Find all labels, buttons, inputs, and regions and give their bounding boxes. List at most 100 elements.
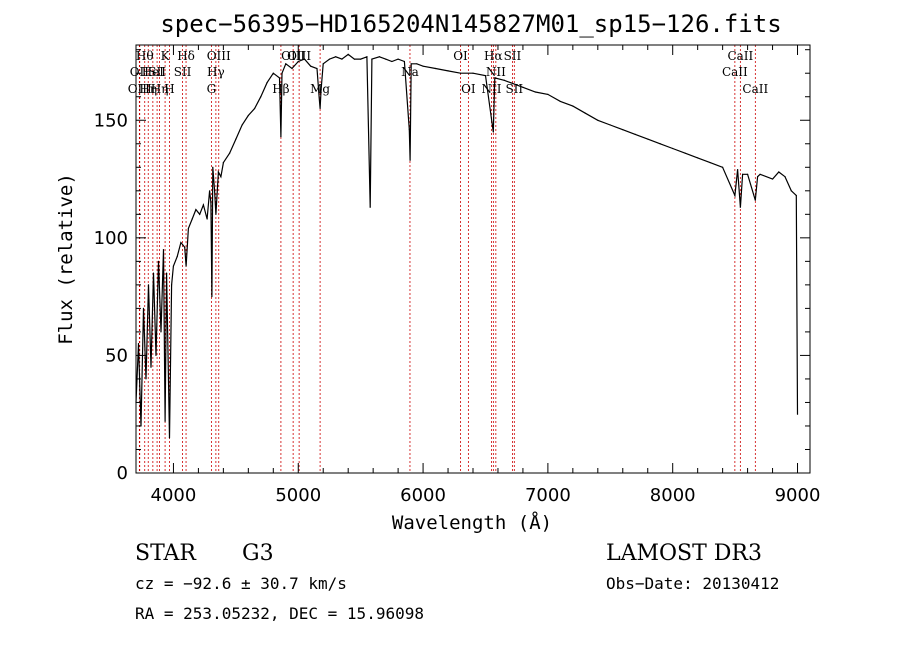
survey-name: LAMOST DR3 bbox=[606, 541, 762, 566]
spectral-line-markers bbox=[138, 45, 756, 473]
spectrum-point bbox=[722, 166, 724, 168]
x-tick-label: 8000 bbox=[650, 485, 696, 506]
spectrum-point bbox=[709, 161, 711, 164]
spectrum-point bbox=[253, 107, 256, 110]
spectrum-point bbox=[202, 204, 204, 206]
spectral-line-label: SII bbox=[174, 65, 192, 79]
y-tick-label: 0 bbox=[117, 463, 128, 484]
spectrum-point bbox=[391, 60, 393, 63]
spectrum-point bbox=[195, 209, 197, 211]
spectrum-point bbox=[492, 131, 494, 133]
spectrum-point bbox=[285, 63, 287, 65]
spectrum-point bbox=[734, 194, 736, 197]
spectrum-point bbox=[210, 201, 212, 204]
spectrum-point bbox=[310, 65, 312, 67]
spectrum-point bbox=[659, 143, 661, 145]
spectrum-point bbox=[211, 296, 213, 298]
spectrum-point bbox=[160, 331, 162, 333]
spectrum-point bbox=[212, 166, 214, 168]
spectrum-point bbox=[754, 199, 756, 201]
spectrum-point bbox=[522, 86, 524, 88]
spectrum-point bbox=[371, 58, 373, 60]
spectral-line-label: NII bbox=[486, 65, 506, 79]
spectrum-point bbox=[746, 173, 749, 175]
spectrum-point bbox=[260, 96, 262, 98]
spectrum-point bbox=[320, 89, 322, 91]
spectrum-point bbox=[771, 178, 774, 180]
y-axis-label: Flux (relative) bbox=[55, 173, 77, 345]
spectrum-point bbox=[409, 159, 411, 161]
spectrum-point bbox=[447, 70, 449, 72]
spectrum-point bbox=[647, 138, 649, 140]
spectral-line-label: Hγ bbox=[207, 65, 225, 79]
spectrum-point bbox=[366, 56, 368, 58]
spectrum-point bbox=[184, 246, 186, 248]
spectrum-point bbox=[215, 213, 217, 215]
spectrum-point bbox=[572, 105, 574, 107]
spectrum-point bbox=[291, 67, 293, 70]
spectrum-point bbox=[235, 138, 237, 140]
spectrum-line bbox=[135, 53, 799, 438]
redshift-text: cz = −92.6 ± 30.7 km/s bbox=[135, 574, 347, 593]
spectrum-point bbox=[155, 354, 157, 357]
spectrum-point bbox=[790, 190, 792, 192]
spectrum-point bbox=[209, 190, 211, 192]
spectrum-point bbox=[385, 58, 387, 60]
spectral-line-label: CaII bbox=[722, 65, 748, 79]
spectrum-point bbox=[278, 77, 281, 79]
spectrum-point bbox=[281, 72, 283, 74]
spectral-line-label: HeI bbox=[142, 65, 165, 79]
spectrum-point bbox=[378, 56, 380, 58]
spectrum-point bbox=[214, 190, 216, 192]
spectral-line-label: CaII bbox=[742, 82, 768, 96]
spectrum-point bbox=[403, 60, 405, 63]
spectrum-point bbox=[347, 53, 349, 56]
x-tick-label: 5000 bbox=[275, 485, 321, 506]
spectral-line-label: K bbox=[161, 49, 171, 63]
spectrum-point bbox=[176, 256, 178, 258]
spectrum-point bbox=[534, 91, 537, 93]
spectrum-point bbox=[217, 171, 219, 173]
spectrum-point bbox=[609, 124, 611, 126]
spectrum-point bbox=[547, 93, 549, 95]
obs-date: Obs−Date: 20130412 bbox=[606, 574, 779, 593]
spectrum-point bbox=[187, 227, 190, 230]
spectral-line-label: Hη bbox=[139, 82, 157, 96]
spectrum-point bbox=[318, 96, 320, 98]
spectral-line-label: Hθ bbox=[136, 49, 154, 63]
spectrum-point bbox=[796, 413, 799, 415]
spectrum-series bbox=[135, 53, 799, 439]
spectrum-point bbox=[584, 112, 586, 114]
spectrum-point bbox=[180, 241, 182, 244]
spectrum-point bbox=[434, 67, 437, 70]
spectral-line-label: H bbox=[164, 82, 174, 96]
spectral-line-label: SII bbox=[504, 49, 522, 63]
spectrum-point bbox=[297, 60, 299, 63]
spectrum-point bbox=[410, 63, 412, 65]
spectrum-point bbox=[778, 171, 780, 173]
spectrum-point bbox=[684, 152, 686, 154]
spectrum-point bbox=[168, 437, 171, 439]
spectrum-point bbox=[697, 157, 699, 159]
spectral-line-label: Hδ bbox=[177, 49, 195, 63]
spectral-line-label: Mg bbox=[310, 82, 330, 96]
spectrum-point bbox=[484, 74, 487, 77]
y-tick-label: 50 bbox=[105, 345, 128, 366]
spectrum-point bbox=[416, 63, 418, 65]
spectrum-point bbox=[509, 82, 512, 84]
spectral-line-label: Hβ bbox=[272, 82, 289, 96]
spectrum-point bbox=[185, 265, 187, 267]
x-axis-label: Wavelength (Å) bbox=[392, 511, 552, 534]
x-tick-label: 6000 bbox=[400, 485, 446, 506]
spectrum-point bbox=[737, 169, 739, 171]
spectrum-point bbox=[229, 152, 231, 154]
spectrum-point bbox=[360, 58, 362, 60]
spectrum-point bbox=[164, 420, 166, 422]
spectrum-point bbox=[145, 378, 147, 380]
y-tick-label: 100 bbox=[94, 228, 128, 249]
spectral-line-label: OIII bbox=[128, 82, 152, 96]
plot-frame bbox=[135, 44, 811, 474]
spectral-subclass: G3 bbox=[242, 541, 274, 566]
spectrum-point bbox=[503, 79, 505, 81]
